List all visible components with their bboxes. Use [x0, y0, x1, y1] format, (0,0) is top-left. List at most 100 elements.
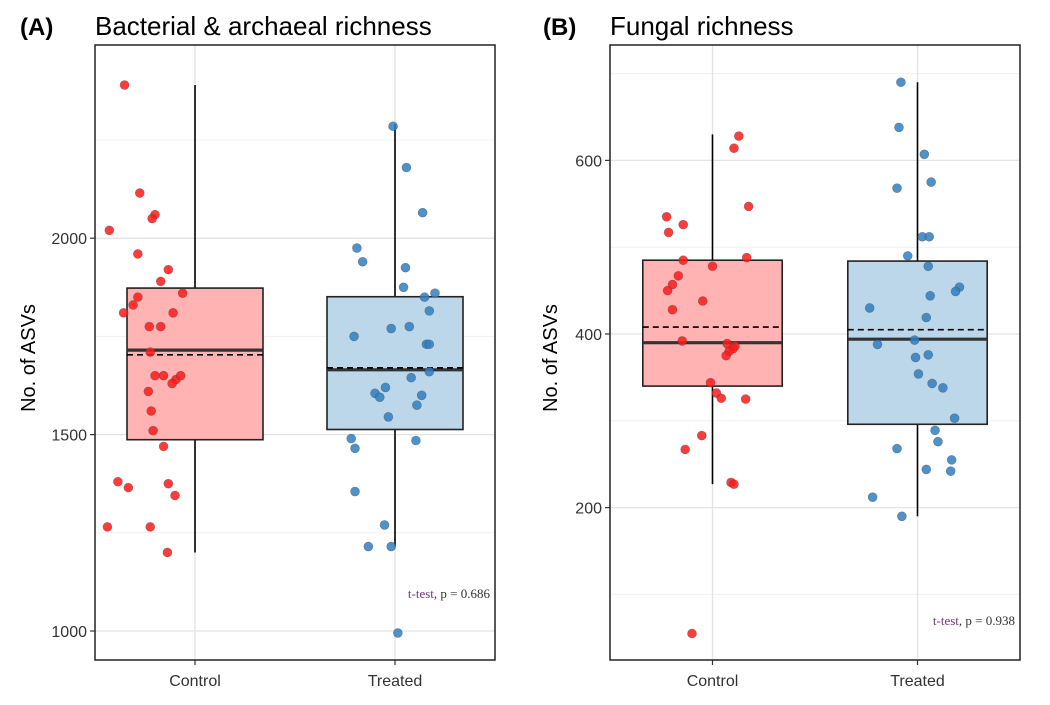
data-point: [168, 308, 178, 318]
data-point: [924, 231, 935, 242]
data-point: [155, 321, 166, 332]
data-point: [388, 121, 398, 132]
data-point: [910, 352, 921, 363]
data-point: [729, 143, 739, 154]
data-point: [740, 394, 751, 404]
data-point: [412, 400, 422, 410]
data-point: [383, 412, 394, 422]
data-point: [678, 255, 689, 266]
plot-border: [609, 44, 1021, 661]
data-point: [102, 522, 113, 532]
data-point: [162, 547, 173, 558]
data-point: [923, 261, 934, 272]
data-point: [743, 201, 754, 212]
data-point: [923, 350, 934, 360]
data-point: [678, 219, 689, 230]
data-point: [163, 478, 174, 489]
chart-panel-b: (B) Fungal richness 200 400 600 Control Treate…: [540, 11, 1021, 690]
data-point: [687, 628, 697, 639]
data-point: [925, 291, 935, 301]
data-point: [145, 347, 156, 357]
stat-p-value: , p = 0.686: [434, 586, 491, 601]
data-point: [419, 292, 430, 302]
data-point: [167, 378, 177, 389]
data-point: [175, 370, 186, 381]
y-axis-label: No. of ASVs: [540, 304, 562, 412]
stat-annotation: t-test, p = 0.938: [933, 613, 1015, 628]
data-point: [673, 271, 684, 281]
y-axis-label: No. of ASVs: [18, 304, 40, 412]
data-point: [163, 264, 174, 275]
data-point: [663, 227, 674, 238]
data-point: [398, 282, 409, 293]
data-point: [128, 300, 138, 310]
data-point: [716, 393, 727, 404]
data-point: [158, 370, 169, 381]
data-point: [864, 303, 875, 313]
data-point: [147, 213, 157, 224]
data-point: [406, 372, 416, 383]
stat-p-value: , p = 0.938: [959, 613, 1015, 628]
data-point: [352, 243, 362, 253]
chart-title: Bacterial & archaeal richness: [95, 11, 432, 41]
data-point: [144, 321, 155, 332]
data-point: [697, 296, 708, 306]
stat-test-name: t-test: [933, 613, 959, 628]
data-point: [349, 331, 359, 342]
data-point: [118, 308, 129, 318]
data-point: [945, 466, 956, 476]
data-point: [729, 479, 739, 489]
data-point: [123, 482, 134, 493]
data-point: [930, 425, 940, 436]
panel-tag: (B): [543, 14, 576, 41]
data-point: [177, 288, 188, 298]
data-point: [374, 392, 385, 403]
data-point: [150, 370, 160, 381]
box: [641, 259, 783, 387]
data-point: [346, 433, 357, 444]
box: [126, 287, 264, 441]
box-group-treated: [846, 77, 988, 522]
y-tick-label: 1500: [51, 428, 87, 445]
data-point: [379, 520, 390, 530]
data-point: [170, 490, 180, 501]
data-point: [133, 292, 143, 302]
box-group-treated: [326, 121, 464, 638]
data-point: [393, 628, 403, 638]
box: [326, 295, 464, 431]
data-point: [921, 464, 932, 475]
box-group-control: [102, 80, 264, 558]
x-tick-label: Control: [687, 673, 739, 690]
data-point: [380, 382, 391, 393]
data-point: [938, 383, 948, 393]
box-group-control: [641, 131, 783, 639]
data-point: [949, 413, 960, 424]
x-tick-label: Control: [169, 673, 221, 690]
data-point: [734, 131, 744, 141]
data-point: [158, 441, 169, 452]
data-point: [411, 435, 421, 446]
data-point: [363, 541, 374, 552]
data-point: [143, 386, 154, 397]
data-point: [950, 286, 961, 297]
data-point: [119, 80, 130, 90]
data-point: [909, 335, 920, 345]
data-point: [892, 443, 902, 454]
data-point: [430, 288, 440, 298]
data-point: [707, 261, 718, 272]
data-point: [741, 252, 752, 263]
stat-test-name: t-test: [408, 586, 434, 601]
stat-annotation: t-test, p = 0.686: [408, 586, 491, 601]
y-tick-label: 1000: [51, 624, 87, 641]
data-point: [892, 183, 902, 193]
data-point: [933, 436, 943, 447]
data-point: [424, 366, 435, 377]
data-point: [350, 443, 360, 454]
data-point: [134, 188, 145, 198]
data-point: [350, 486, 360, 497]
data-point: [867, 492, 878, 503]
data-point: [148, 425, 158, 436]
data-point: [401, 162, 412, 173]
data-point: [677, 336, 688, 346]
